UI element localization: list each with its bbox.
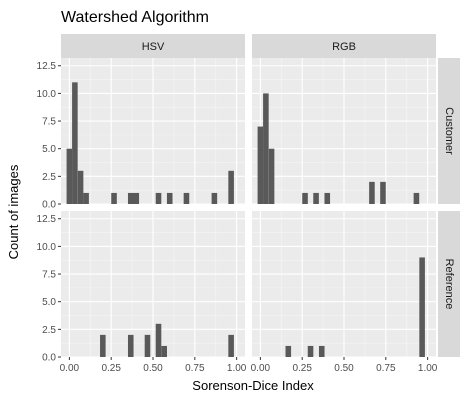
x-tick-label: 0.00 (60, 363, 80, 374)
strip-label-reference: Reference (443, 259, 455, 310)
histogram-bar (183, 192, 190, 204)
histogram-bar (211, 192, 218, 204)
x-tick-label: 0.50 (143, 363, 163, 374)
histogram-bar (127, 334, 134, 357)
histogram-bar (263, 93, 269, 204)
y-tick-label: 0.0 (42, 200, 56, 211)
histogram-bar (161, 345, 167, 357)
panel-rgb-customer (252, 58, 436, 205)
x-tick-label: 0.75 (376, 363, 396, 374)
strip-label-customer: Customer (443, 107, 455, 155)
x-tick-label: 0.50 (334, 363, 354, 374)
panel-rgb-reference (252, 211, 436, 358)
y-tick-label: 12.5 (37, 214, 57, 225)
x-tick-label: 0.25 (101, 363, 121, 374)
histogram-bar (111, 192, 117, 204)
histogram-bar (369, 181, 375, 204)
y-tick-label: 7.5 (42, 117, 56, 128)
histogram-bar (318, 345, 325, 357)
histogram-bar (127, 192, 134, 204)
strip-customer (438, 58, 460, 204)
y-tick-label: 5.0 (42, 297, 56, 308)
histogram-bar (83, 192, 89, 204)
y-tick-label: 10.0 (37, 242, 57, 253)
strip-label-hsv: HSV (142, 41, 165, 53)
strip-label-rgb: RGB (332, 41, 356, 53)
x-tick-label: 0.25 (292, 363, 312, 374)
y-tick-label: 7.5 (42, 270, 56, 281)
strip-rgb (252, 34, 436, 58)
histogram-bar (228, 170, 234, 204)
chart-title: Watershed Algorithm (61, 9, 209, 26)
y-tick-label: 2.5 (42, 325, 56, 336)
histogram-bar (155, 323, 162, 357)
y-tick-label: 2.5 (42, 172, 56, 183)
histogram-bar (313, 192, 319, 204)
histogram-bar (257, 126, 264, 204)
histogram-bar (324, 192, 331, 204)
histogram-bar (302, 192, 308, 204)
y-axis-title: Count of images (6, 164, 21, 259)
histogram-bar (144, 334, 151, 357)
y-tick-label: 5.0 (42, 144, 56, 155)
x-tick-label: 0.00 (251, 363, 271, 374)
panels-layer: HSV RGB Customer Reference 0.0 2.5 5.0 7.5 10.0 1… (37, 34, 460, 374)
histogram-bar (413, 192, 420, 204)
strip-hsv (61, 34, 245, 58)
panel-hsv-reference (61, 211, 245, 358)
strip-reference (438, 211, 460, 357)
y-tick-label: 10.0 (37, 89, 57, 100)
x-axis-title: Sorenson-Dice Index (192, 378, 314, 393)
histogram-bar (268, 148, 275, 204)
x-tick-label: 1.00 (418, 363, 438, 374)
histogram-bar (100, 334, 106, 357)
panel-hsv-customer (61, 58, 245, 205)
histogram-bar (419, 257, 425, 357)
histogram-bar (77, 170, 84, 204)
histogram-bar (72, 82, 78, 204)
histogram-bar (155, 192, 162, 204)
histogram-bar (166, 192, 173, 204)
y-tick-label: 0.0 (42, 353, 56, 364)
histogram-bar (66, 148, 73, 204)
y-tick-label: 12.5 (37, 61, 57, 72)
histogram-bar (307, 345, 314, 357)
x-tick-label: 0.75 (185, 363, 205, 374)
histogram-bar (228, 334, 234, 357)
histogram-bar (133, 192, 140, 204)
histogram-bar (380, 181, 386, 204)
histogram-bar (285, 345, 292, 357)
x-tick-label: 1.00 (227, 363, 247, 374)
